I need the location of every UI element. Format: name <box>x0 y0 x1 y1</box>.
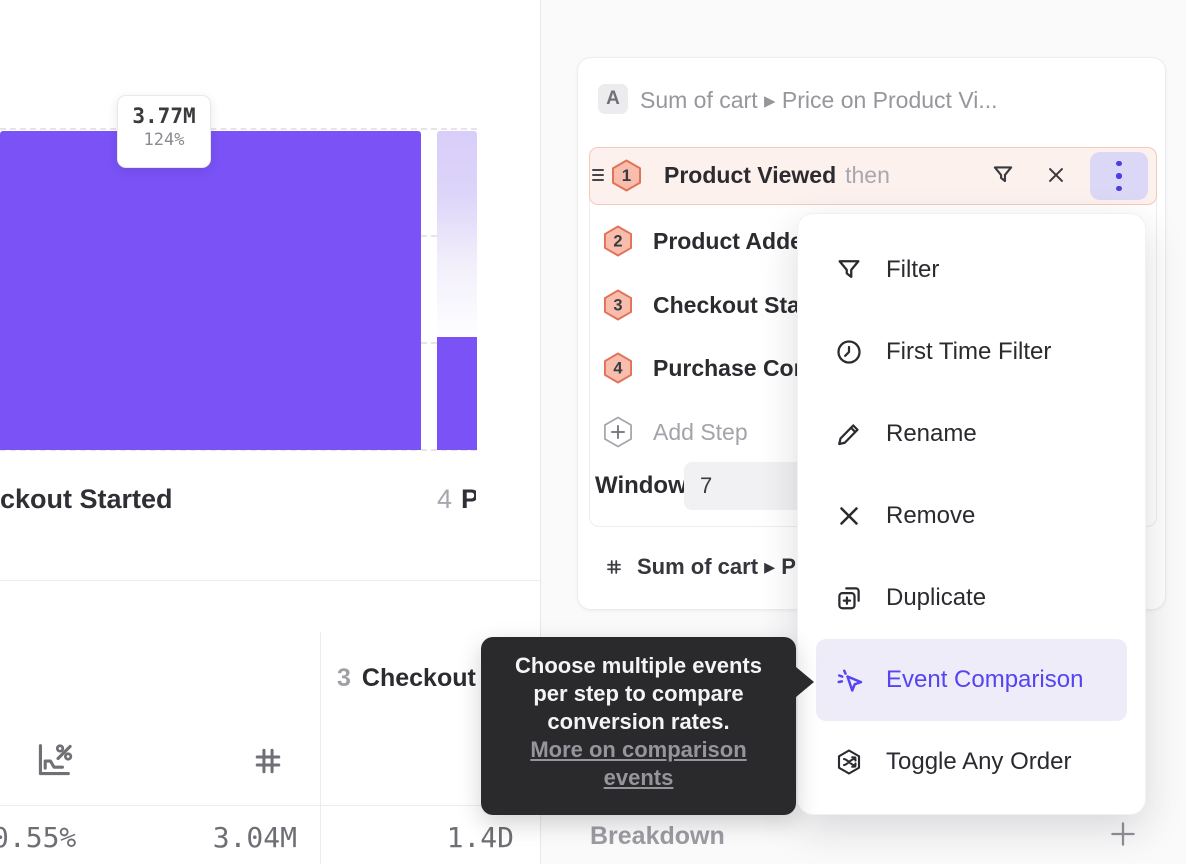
filter-icon <box>838 260 860 278</box>
clock-icon <box>837 340 861 364</box>
totals-icon[interactable] <box>250 743 286 779</box>
funnel-bar-2[interactable] <box>437 131 477 450</box>
menu-item-label: First Time Filter <box>886 338 1052 365</box>
step1-badge: 1 <box>611 159 642 192</box>
ellipsis-dot <box>1116 185 1122 192</box>
step-row-1[interactable]: 1 Product Viewed then <box>589 147 1157 205</box>
duplicate-icon <box>838 587 860 610</box>
menu-item-label: Event Comparison <box>886 666 1084 693</box>
chart-tooltip: 3.77M 124% <box>117 95 211 168</box>
step2-badge: 2 <box>603 225 633 257</box>
tooltip-arrow <box>796 667 814 697</box>
value-step3: 1.4D <box>446 821 514 854</box>
x-label-1: ckout Started <box>0 484 173 515</box>
step4-badge: 4 <box>603 352 633 384</box>
steps-card: 1 Product Viewed then <box>589 147 1157 527</box>
menu-item-remove[interactable]: Remove <box>798 475 1145 557</box>
table-top-border <box>0 580 540 581</box>
series-badge: A <box>598 84 628 114</box>
table-column-divider <box>320 632 321 864</box>
menu-item-toggle-any-order[interactable]: Toggle Any Order <box>798 721 1145 803</box>
window-label: Window <box>595 472 687 499</box>
hash-icon <box>607 560 621 574</box>
step-row-2[interactable]: 2 Product Added <box>590 212 1156 270</box>
context-menu: Filter First Time Filter Rename Remove D… <box>797 213 1146 815</box>
menu-item-label: Remove <box>886 502 976 529</box>
series-row[interactable]: A Sum of cart ▸ Price on Product Vi... <box>578 58 1165 140</box>
add-step-label: Add Step <box>653 418 748 445</box>
funnel-bar-2-solid-segment <box>437 337 477 450</box>
x-label-2-text: P <box>461 484 476 514</box>
filter-icon <box>993 166 1013 183</box>
x-icon <box>840 507 858 525</box>
ellipsis-dot <box>1116 160 1122 167</box>
x-label-2-number: 4 <box>437 484 453 514</box>
step3-badge: 3 <box>603 289 633 321</box>
value-conversion: 0.55% <box>0 821 77 854</box>
help-tooltip: Choose multiple events per step to compa… <box>481 637 814 815</box>
ellipsis-dot <box>1116 173 1122 179</box>
window-input[interactable] <box>684 462 816 510</box>
breakdown-add-button[interactable] <box>1102 813 1144 855</box>
step1-label[interactable]: Product Viewed then <box>664 148 890 203</box>
help-tooltip-link[interactable]: More on comparison events <box>530 737 747 790</box>
svg-text:4: 4 <box>613 359 623 377</box>
step1-badge-number: 1 <box>622 166 631 185</box>
drag-handle[interactable] <box>592 169 604 181</box>
add-step-button[interactable]: Add Step <box>590 403 1156 461</box>
chart-tooltip-value: 3.77M <box>132 104 196 128</box>
series-title[interactable]: Sum of cart ▸ Price on Product Vi... <box>640 87 998 113</box>
menu-item-event-comparison[interactable]: Event Comparison <box>816 639 1127 721</box>
step1-event-name: Product Viewed <box>664 162 837 188</box>
add-step-hexagon-plus-icon <box>603 416 633 448</box>
step2-event-name: Product Added <box>653 227 817 254</box>
value-totals: 3.04M <box>212 821 297 854</box>
menu-item-filter[interactable]: Filter <box>798 229 1145 311</box>
event-comparison-icon <box>837 669 863 692</box>
step1-remove-button[interactable] <box>1045 164 1067 186</box>
menu-item-first-time-filter[interactable]: First Time Filter <box>798 311 1145 393</box>
toggle-any-order-icon <box>837 749 861 775</box>
menu-item-rename[interactable]: Rename <box>798 393 1145 475</box>
table-header-step-number: 3 <box>337 664 351 692</box>
table-row-divider <box>0 805 540 806</box>
close-icon <box>1049 168 1063 182</box>
funnel-bar-2-faded-segment <box>437 131 477 337</box>
menu-item-label: Toggle Any Order <box>886 748 1072 775</box>
x-label-1-text: ckout Started <box>0 484 173 514</box>
help-tooltip-body: Choose multiple events per step to compa… <box>515 653 762 734</box>
menu-item-duplicate[interactable]: Duplicate <box>798 557 1145 639</box>
pencil-icon <box>838 424 859 446</box>
menu-item-label: Filter <box>886 256 940 283</box>
step1-then-label: then <box>845 162 890 188</box>
step1-filter-button[interactable] <box>990 162 1016 188</box>
breakdown-label: Breakdown <box>590 822 725 850</box>
chart-tooltip-percent: 124% <box>143 130 185 150</box>
funnel-bar-1[interactable] <box>0 131 421 450</box>
gridline <box>0 449 477 451</box>
plus-icon <box>1111 822 1135 846</box>
panel-divider <box>540 0 541 864</box>
conversion-rate-icon[interactable] <box>32 738 76 782</box>
menu-item-label: Rename <box>886 420 977 447</box>
menu-item-label: Duplicate <box>886 584 987 611</box>
gridline <box>0 128 477 130</box>
step1-more-button[interactable] <box>1090 152 1148 200</box>
svg-text:2: 2 <box>613 232 622 250</box>
svg-text:3: 3 <box>613 296 622 314</box>
